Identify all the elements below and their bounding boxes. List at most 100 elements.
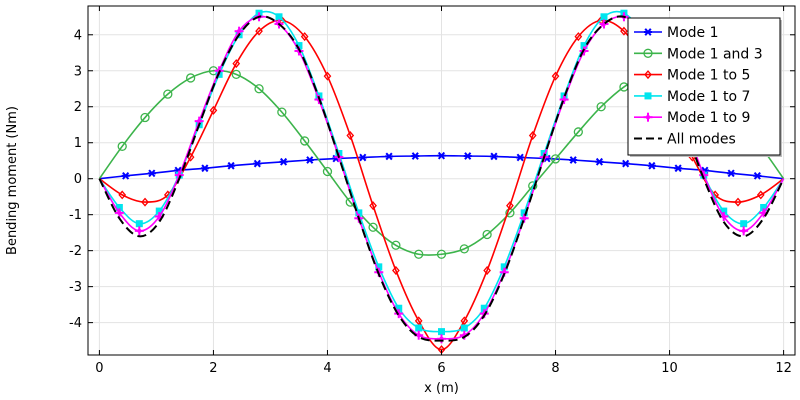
data-point — [253, 159, 262, 168]
data-point — [460, 316, 469, 326]
y-tick-label: 2 — [74, 100, 82, 115]
data-point — [117, 141, 127, 151]
data-point — [323, 71, 332, 81]
data-point — [573, 127, 583, 137]
x-tick-label: 10 — [661, 361, 678, 376]
legend-marker — [643, 112, 653, 122]
y-tick-label: 4 — [74, 28, 82, 43]
data-point — [740, 220, 748, 228]
data-point — [300, 136, 310, 146]
data-point — [734, 197, 742, 207]
legend-box — [627, 17, 781, 156]
y-tick-label: -2 — [69, 244, 82, 259]
data-point — [232, 59, 241, 69]
data-point — [437, 151, 446, 160]
data-point — [739, 226, 749, 236]
data-point — [121, 171, 130, 180]
data-point — [392, 265, 400, 275]
x-tick-label: 0 — [95, 361, 103, 376]
data-point — [600, 13, 608, 21]
data-point — [234, 26, 244, 36]
data-point — [200, 164, 209, 173]
data-point — [550, 154, 561, 164]
legend-label: Mode 1 to 5 — [667, 68, 750, 84]
data-point — [114, 208, 124, 218]
data-point — [275, 13, 283, 21]
data-point — [463, 152, 472, 160]
data-point — [368, 222, 378, 232]
data-point — [569, 156, 578, 164]
legend: Mode 1 Mode 1 and 3 Mode 1 to 5 Mode 1 to 7… — [627, 17, 782, 157]
data-point — [140, 112, 150, 123]
data-point — [322, 166, 333, 177]
x-tick-label: 8 — [551, 361, 559, 376]
data-point — [753, 171, 762, 180]
legend-marker — [644, 28, 652, 36]
x-axis-title: x (m) — [424, 381, 459, 396]
legend-label: All modes — [667, 132, 736, 148]
data-point — [436, 249, 447, 259]
data-point — [391, 240, 401, 250]
data-point — [135, 220, 143, 228]
legend-entry: Mode 1 — [634, 25, 719, 41]
y-tick-label: -4 — [69, 316, 82, 331]
data-point — [254, 84, 264, 94]
legend-marker — [643, 48, 653, 58]
legend-marker — [644, 70, 652, 80]
y-tick-label: 0 — [74, 172, 82, 187]
data-point — [506, 201, 514, 211]
legend-entry: Mode 1 to 9 — [634, 110, 750, 126]
data-point — [756, 190, 765, 200]
data-point — [459, 244, 469, 254]
legend-entry: Mode 1 and 3 — [634, 46, 763, 62]
data-point — [414, 249, 424, 259]
x-tick-label: 12 — [775, 361, 792, 376]
legend-label: Mode 1 to 9 — [667, 110, 750, 126]
data-point — [719, 211, 729, 221]
legend-marker — [644, 92, 652, 100]
data-point — [300, 32, 309, 42]
data-point — [185, 73, 196, 83]
data-point — [209, 105, 218, 115]
data-point — [231, 69, 241, 80]
data-point — [460, 324, 468, 332]
data-point — [489, 152, 498, 161]
data-point — [551, 71, 560, 81]
data-point — [620, 26, 628, 36]
data-point — [118, 190, 127, 200]
data-point — [621, 159, 630, 168]
data-point — [385, 152, 394, 161]
legend-entry: Mode 1 to 5 — [634, 68, 750, 84]
data-point — [415, 324, 423, 332]
y-tick-label: 3 — [74, 64, 82, 79]
y-tick-label: -3 — [69, 280, 82, 295]
data-point — [369, 201, 377, 211]
data-point — [438, 328, 445, 336]
data-point — [358, 153, 367, 162]
data-point — [437, 334, 446, 344]
data-point — [674, 164, 683, 173]
data-point — [227, 161, 236, 170]
data-point — [595, 157, 604, 166]
data-point — [346, 131, 355, 141]
data-point — [255, 26, 263, 36]
data-point — [482, 229, 492, 240]
y-tick-label: -1 — [69, 208, 82, 223]
x-tick-label: 2 — [209, 361, 217, 376]
legend-label: Mode 1 — [667, 25, 719, 41]
y-tick-label: 1 — [74, 136, 82, 151]
y-axis-title: Bending moment (Nm) — [5, 106, 20, 255]
series-1 — [99, 151, 784, 180]
data-point — [277, 107, 287, 117]
data-point — [411, 152, 420, 160]
data-point — [759, 208, 769, 218]
x-tick-label: 6 — [437, 361, 445, 376]
data-point — [279, 157, 288, 166]
data-point — [305, 156, 314, 164]
x-tick-label: 4 — [323, 361, 331, 376]
data-point — [574, 32, 583, 42]
legend-label: Mode 1 to 7 — [667, 89, 750, 105]
data-point — [163, 89, 173, 99]
